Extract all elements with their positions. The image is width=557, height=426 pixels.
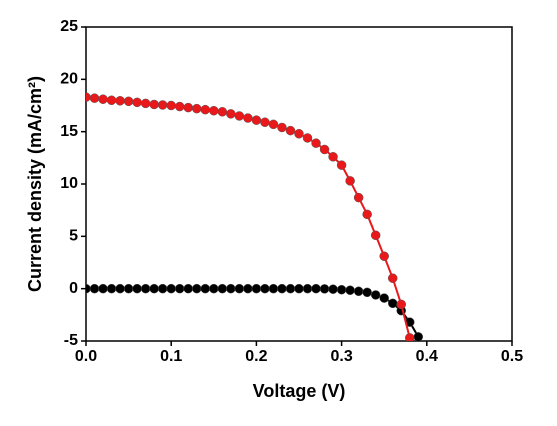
data-point — [243, 113, 253, 123]
data-point — [157, 100, 168, 110]
data-point — [183, 283, 193, 294]
y-tick-label: 15 — [60, 123, 78, 140]
data-point — [209, 283, 219, 294]
y-tick-label: 20 — [60, 71, 78, 88]
data-point — [226, 109, 236, 119]
data-point — [370, 230, 381, 241]
data-point — [302, 133, 313, 143]
y-axis-title: Current density (mA/cm²) — [25, 76, 45, 292]
data-point — [106, 95, 117, 106]
data-point — [260, 283, 270, 294]
data-point — [311, 283, 321, 294]
data-point — [106, 283, 117, 294]
data-point — [132, 283, 142, 294]
data-point — [123, 96, 134, 107]
data-point — [353, 192, 364, 203]
plot-frame — [85, 26, 513, 342]
data-point — [192, 103, 202, 114]
data-point — [328, 284, 338, 294]
data-point — [140, 283, 151, 294]
data-point — [379, 251, 389, 261]
data-point — [387, 298, 398, 309]
y-tick-label: 10 — [60, 175, 78, 192]
data-point — [413, 332, 424, 341]
data-point — [362, 287, 372, 298]
data-point — [353, 286, 364, 297]
data-point — [166, 283, 176, 294]
x-axis-title: Voltage (V) — [253, 381, 346, 401]
data-point — [405, 333, 415, 341]
data-point — [89, 93, 100, 103]
data-point — [311, 138, 321, 148]
data-point — [336, 160, 347, 170]
data-point — [234, 283, 245, 294]
data-point — [345, 176, 355, 186]
data-point — [217, 107, 228, 117]
data-point — [166, 100, 176, 111]
data-point — [251, 283, 262, 294]
data-point — [140, 98, 151, 109]
data-point — [234, 111, 245, 121]
x-tick-label: 0.3 — [330, 348, 352, 365]
y-tick-label: 5 — [69, 228, 78, 245]
data-point — [328, 152, 338, 162]
data-point — [89, 283, 100, 294]
data-point — [285, 125, 296, 136]
x-tick-label: 0.2 — [245, 348, 267, 365]
data-point — [370, 290, 381, 300]
data-point — [86, 92, 91, 102]
x-tick-label: 0.1 — [160, 348, 182, 365]
plot-area — [86, 92, 424, 341]
data-point — [277, 283, 287, 294]
data-point — [217, 283, 228, 294]
data-point — [285, 283, 296, 294]
data-point — [362, 209, 372, 220]
data-point — [174, 101, 185, 112]
data-point — [200, 283, 211, 294]
data-point — [243, 283, 253, 294]
data-point — [174, 283, 185, 294]
data-point — [209, 105, 219, 116]
data-point — [396, 299, 406, 310]
y-tick-label: -5 — [64, 332, 78, 349]
data-point — [149, 283, 159, 294]
data-point — [302, 283, 313, 294]
data-point — [149, 99, 159, 110]
data-point — [115, 96, 125, 106]
x-tick-label: 0.4 — [416, 348, 438, 365]
data-point — [226, 283, 236, 294]
data-point — [336, 284, 347, 295]
y-tick-label: 0 — [69, 280, 78, 297]
series-line — [86, 96, 411, 339]
data-point — [345, 285, 355, 295]
data-point — [319, 284, 330, 294]
y-tick-label: 25 — [60, 18, 78, 35]
data-point — [260, 117, 270, 127]
x-tick-label: 0.5 — [501, 348, 523, 365]
data-point — [98, 94, 108, 104]
data-point — [192, 283, 202, 294]
data-point — [319, 144, 330, 155]
data-point — [98, 283, 108, 294]
x-tick-label: 0.0 — [75, 348, 97, 365]
data-point — [387, 273, 398, 283]
data-point — [294, 283, 304, 294]
data-point — [379, 293, 389, 303]
data-point — [294, 129, 304, 139]
data-point — [277, 122, 287, 133]
data-point — [115, 283, 125, 294]
data-point — [123, 283, 134, 294]
data-point — [200, 104, 211, 115]
data-point — [157, 283, 168, 294]
data-point — [268, 119, 279, 130]
data-point — [183, 102, 193, 113]
data-point — [251, 115, 262, 125]
data-point — [268, 283, 279, 294]
data-point — [132, 97, 142, 108]
